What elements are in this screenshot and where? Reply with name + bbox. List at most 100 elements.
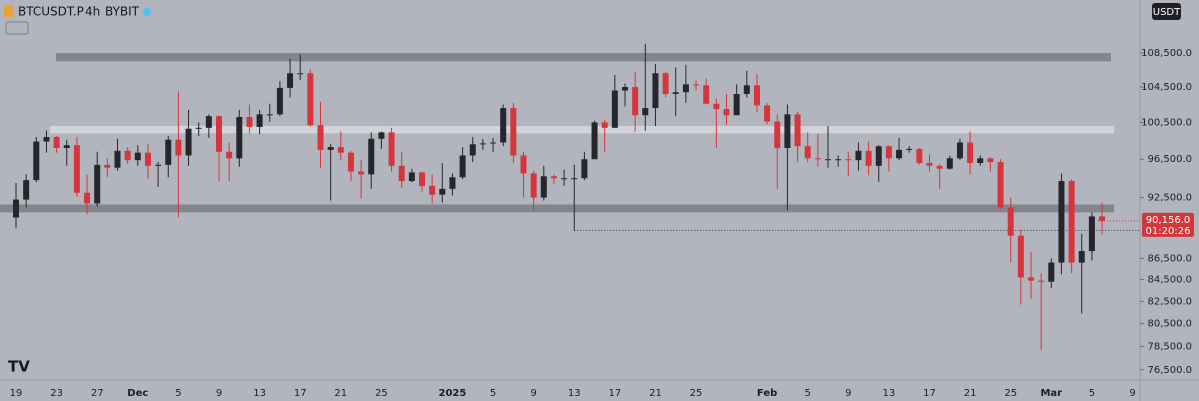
candle-body <box>693 84 700 86</box>
candle-body <box>1078 251 1085 263</box>
x-tick-label: 17 <box>923 388 936 399</box>
candle-body <box>226 151 233 159</box>
candle-body <box>550 176 557 179</box>
candle-body <box>378 132 385 139</box>
candle-body <box>713 103 720 109</box>
x-tick-label: 5 <box>490 388 496 399</box>
y-tick-label: 104,500.0 <box>1141 82 1192 93</box>
candle-body <box>906 148 913 150</box>
y-tick-label: 76,500.0 <box>1147 365 1192 376</box>
candle-body <box>63 145 70 149</box>
x-tick-label: 13 <box>568 388 581 399</box>
candle-body <box>104 164 111 168</box>
zone <box>50 126 1114 134</box>
x-tick-label: 21 <box>649 388 662 399</box>
candle-body <box>1099 216 1106 221</box>
candle-body <box>53 136 60 149</box>
candle-body <box>347 152 354 172</box>
y-tick-label: 82,500.0 <box>1147 296 1192 307</box>
candle-body <box>896 149 903 159</box>
candle-body <box>814 158 821 160</box>
x-tick-label: 2025 <box>439 388 467 399</box>
currency-button[interactable] <box>1152 3 1181 20</box>
countdown: 01:20:26 <box>1146 226 1191 237</box>
candle-body <box>124 150 131 161</box>
candle-body <box>561 178 568 180</box>
candle-body <box>743 85 750 94</box>
candle-body <box>114 150 121 168</box>
candle-body <box>134 152 141 161</box>
candle-body <box>216 116 222 152</box>
candle-body <box>266 114 273 116</box>
candle-body <box>479 143 486 145</box>
y-tick-label: 80,500.0 <box>1147 319 1192 330</box>
plot: 108,500.0 104,500.0 100,500.0 96,500.0 92,50… <box>0 43 1194 399</box>
x-tick-label: 27 <box>91 388 104 399</box>
y-tick-label: 84,500.0 <box>1147 275 1192 286</box>
candle-body <box>1007 207 1014 236</box>
candle-body <box>408 172 415 182</box>
x-tick-label: 23 <box>50 388 63 399</box>
interval[interactable]: 4h <box>85 5 100 19</box>
candle-body <box>510 108 517 156</box>
candle-body <box>368 138 375 175</box>
candle-body <box>165 139 172 165</box>
candle-body <box>1058 181 1065 263</box>
candle-body <box>540 176 547 198</box>
candle-body <box>256 114 263 127</box>
candle-body <box>723 108 730 116</box>
candle-body <box>205 116 212 128</box>
candle-body <box>469 144 476 156</box>
candle-body <box>591 122 598 160</box>
candle-body <box>358 171 365 175</box>
x-tick-label: 5 <box>175 388 181 399</box>
candle-body <box>855 150 862 161</box>
candle-body <box>94 164 101 204</box>
candle-body <box>185 128 192 156</box>
y-tick-label: 96,500.0 <box>1147 154 1192 165</box>
candle-body <box>865 150 872 166</box>
x-tick-label: 13 <box>253 388 266 399</box>
candle-body <box>997 162 1004 208</box>
collapse-button[interactable] <box>5 21 29 35</box>
x-tick-label: 5 <box>805 388 811 399</box>
x-tick-label: 25 <box>690 388 703 399</box>
candle-body <box>825 159 831 161</box>
candle-body <box>419 172 425 186</box>
symbol-icon <box>4 5 14 17</box>
zone <box>0 204 1114 213</box>
candle-body <box>33 141 40 181</box>
candle-body <box>835 159 842 161</box>
candle-body <box>317 125 324 150</box>
candle-body <box>622 87 628 91</box>
candle-body <box>337 147 344 153</box>
candle-body <box>682 84 689 93</box>
x-tick-label: 17 <box>608 388 621 399</box>
y-tick-label: 100,500.0 <box>1141 117 1192 128</box>
candle-body <box>794 114 801 147</box>
candle-body <box>926 162 933 166</box>
x-tick-label: 13 <box>883 388 896 399</box>
candle-body <box>73 145 80 193</box>
currency[interactable]: USDT <box>1153 7 1181 18</box>
last-price-label: 90,156.0 <box>1146 215 1191 226</box>
candle-body <box>236 117 243 159</box>
candle-body <box>1088 216 1095 252</box>
exchange: BYBIT <box>105 5 140 19</box>
candle-body <box>246 117 253 127</box>
candle-body <box>144 152 151 166</box>
candle-body <box>916 148 923 163</box>
candle-body <box>1017 235 1024 278</box>
candle-body <box>601 122 608 128</box>
candle-body <box>845 159 852 161</box>
candle-body <box>1048 262 1055 282</box>
candle-body <box>84 192 91 204</box>
candle-body <box>703 85 710 104</box>
candle-body <box>956 142 963 159</box>
candle-body <box>1028 277 1034 281</box>
candle-body <box>530 173 537 198</box>
candle-body <box>672 92 679 94</box>
candle-body <box>642 108 649 116</box>
candle-body <box>327 147 334 150</box>
candle-body <box>885 146 892 159</box>
